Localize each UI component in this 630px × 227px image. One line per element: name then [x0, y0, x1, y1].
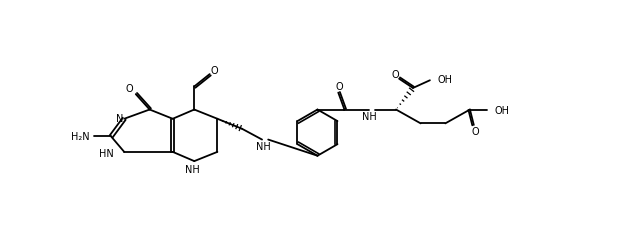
Text: OH: OH: [495, 105, 510, 115]
Text: NH: NH: [362, 112, 377, 122]
Text: NH: NH: [185, 164, 200, 174]
Text: N: N: [116, 114, 123, 123]
Text: H₂N: H₂N: [71, 132, 89, 142]
Text: O: O: [335, 82, 343, 92]
Text: OH: OH: [438, 74, 452, 84]
Text: HN: HN: [99, 149, 113, 159]
Text: O: O: [210, 66, 218, 76]
Text: O: O: [471, 126, 479, 136]
Text: O: O: [391, 70, 399, 80]
Text: O: O: [126, 84, 134, 94]
Text: NH: NH: [256, 141, 271, 151]
